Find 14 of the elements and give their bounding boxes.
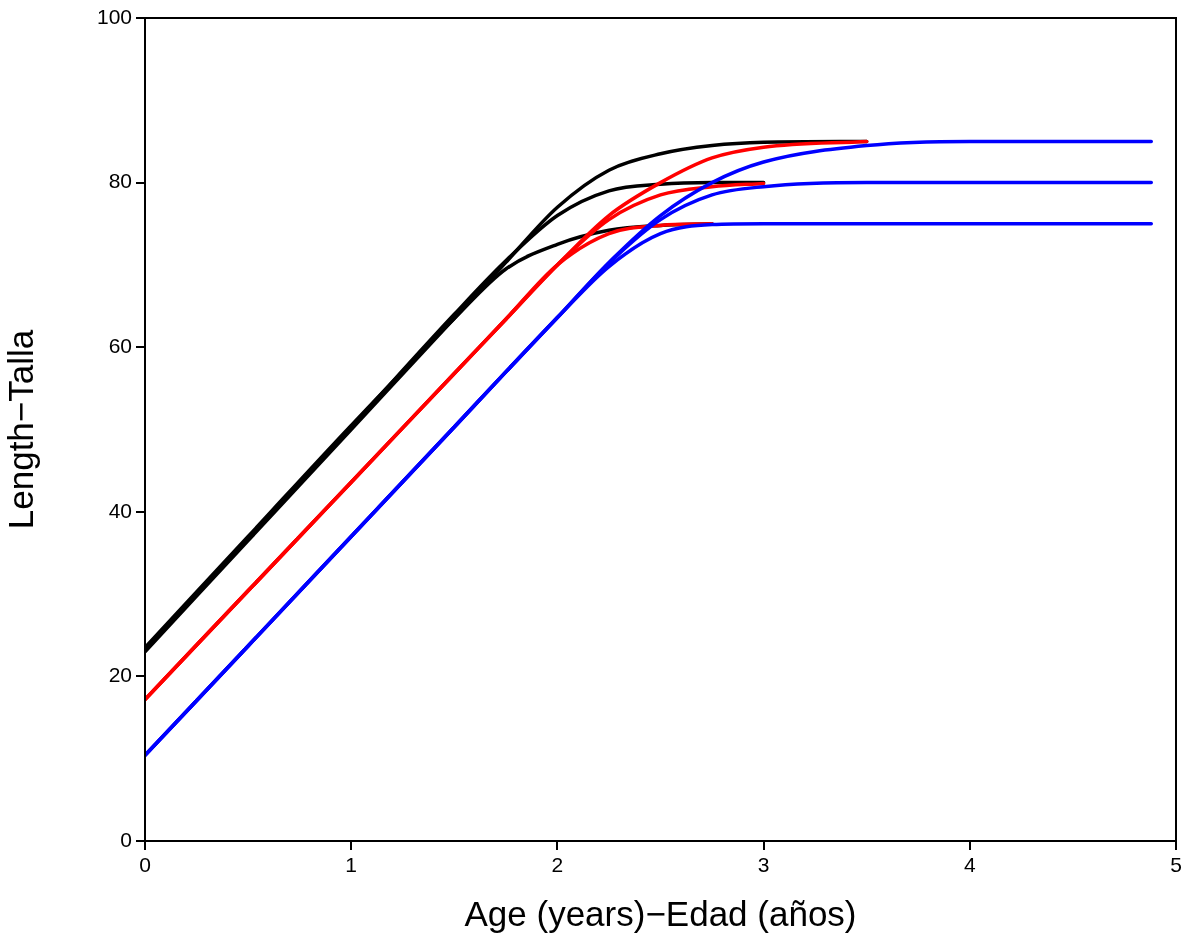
y-tick-label: 100 [96,4,132,28]
x-tick-label: 1 [345,853,358,877]
y-tick-label: 40 [108,498,132,522]
x-tick-label: 0 [139,853,151,877]
y-tick-label: 20 [108,663,132,687]
y-tick-label: 80 [108,169,132,193]
x-tick-label: 4 [963,853,976,877]
x-tick-label: 2 [551,853,564,877]
y-axis-title: Length−Talla [0,329,40,530]
y-tick-label: 60 [108,334,132,357]
x-tick-label: 5 [1170,853,1182,877]
y-tick-label: 0 [120,827,132,851]
x-tick-label: 3 [757,853,770,877]
x-axis-title: Age (years)−Edad (años) [464,893,857,933]
